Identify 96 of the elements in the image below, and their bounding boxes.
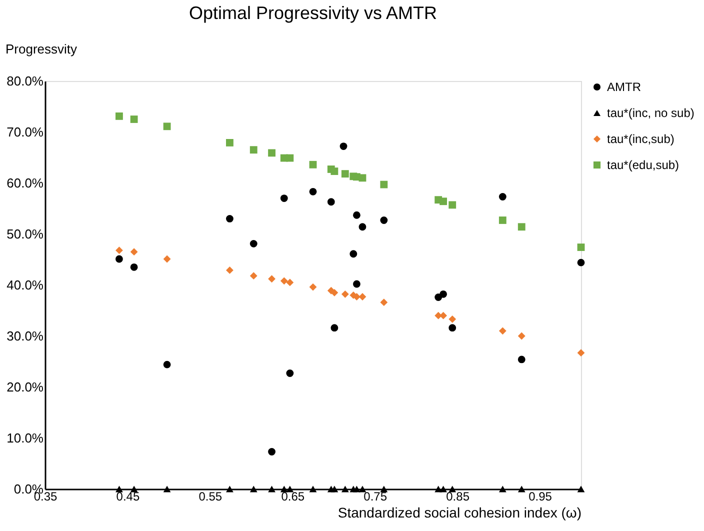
point	[577, 258, 585, 266]
y-axis-title: Progressvity	[6, 42, 78, 56]
x-tick-label: 0.55	[198, 490, 222, 504]
y-tick-label: 60.0%	[6, 176, 44, 190]
y-tick-label: 40.0%	[6, 278, 44, 292]
point	[440, 198, 447, 206]
point	[330, 288, 338, 296]
y-tick-label: 80.0%	[6, 74, 44, 88]
legend-label: tau*(edu,sub)	[607, 158, 680, 172]
point	[380, 298, 388, 306]
point	[380, 180, 388, 188]
point	[498, 193, 506, 200]
point	[130, 486, 138, 492]
point	[448, 315, 456, 323]
point	[268, 275, 276, 283]
point	[116, 246, 123, 254]
point	[577, 486, 585, 492]
legend-label: tau*(inc, no sub)	[607, 106, 694, 120]
point	[250, 146, 258, 154]
point	[163, 255, 171, 263]
y-tick-label: 30.0%	[6, 328, 44, 344]
point	[358, 293, 366, 300]
point	[498, 327, 506, 335]
point	[498, 486, 506, 492]
point	[130, 263, 138, 271]
point	[518, 486, 526, 492]
point	[163, 122, 171, 130]
point	[448, 486, 456, 492]
point	[268, 448, 276, 456]
point	[518, 356, 526, 364]
point	[498, 216, 506, 224]
point	[116, 486, 123, 492]
x-tick-label: 0.75	[364, 490, 388, 504]
point	[358, 486, 366, 492]
y-tick-label: 50.0%	[6, 226, 44, 242]
point	[380, 216, 388, 224]
point	[309, 486, 317, 492]
point	[440, 290, 447, 298]
point	[448, 201, 456, 209]
point	[358, 223, 366, 231]
point	[286, 278, 294, 286]
x-tick-label: 0.45	[116, 490, 140, 504]
point	[380, 486, 388, 492]
point	[341, 170, 349, 178]
point	[226, 215, 234, 222]
point	[163, 486, 171, 492]
point	[341, 290, 349, 298]
x-tick-label: 0.85	[446, 490, 470, 504]
point	[440, 312, 447, 320]
point	[250, 486, 258, 492]
point	[518, 223, 526, 231]
point	[341, 486, 349, 492]
chart-title: Optimal Progressivity vs AMTR	[188, 3, 438, 23]
point	[358, 174, 366, 182]
point	[352, 280, 360, 288]
point	[352, 486, 360, 492]
point	[309, 188, 317, 196]
point	[286, 486, 294, 492]
x-tick-label: 0.95	[528, 490, 552, 504]
x-axis-title: Standardized social cohesion index (ω)	[338, 504, 582, 520]
y-tick-label: 20.0%	[6, 380, 44, 394]
point	[330, 168, 338, 175]
point	[250, 272, 258, 280]
point	[116, 112, 123, 120]
x-tick-label: 0.65	[281, 490, 305, 504]
point	[286, 370, 294, 377]
point	[440, 486, 447, 492]
point	[577, 349, 585, 357]
legend-label: AMTR	[607, 80, 642, 94]
point	[350, 250, 358, 258]
point	[340, 142, 348, 150]
point	[577, 244, 585, 251]
point	[226, 486, 234, 492]
y-tick-label: 10.0%	[6, 430, 44, 446]
point	[226, 266, 234, 274]
point	[448, 324, 456, 332]
point	[250, 240, 258, 248]
point	[327, 198, 335, 206]
point	[116, 255, 123, 263]
point	[330, 486, 338, 492]
point	[268, 486, 276, 492]
y-tick-label: 70.0%	[6, 124, 44, 140]
point	[280, 277, 288, 285]
point	[163, 360, 171, 368]
point	[226, 139, 234, 146]
legend-label: tau*(inc,sub)	[607, 132, 674, 146]
point	[518, 332, 526, 340]
point	[130, 116, 138, 123]
point	[352, 211, 360, 219]
point	[309, 160, 317, 168]
point	[280, 194, 288, 202]
point	[268, 149, 276, 157]
point	[286, 154, 294, 162]
point	[309, 283, 317, 291]
point	[130, 248, 138, 256]
point	[330, 324, 338, 332]
